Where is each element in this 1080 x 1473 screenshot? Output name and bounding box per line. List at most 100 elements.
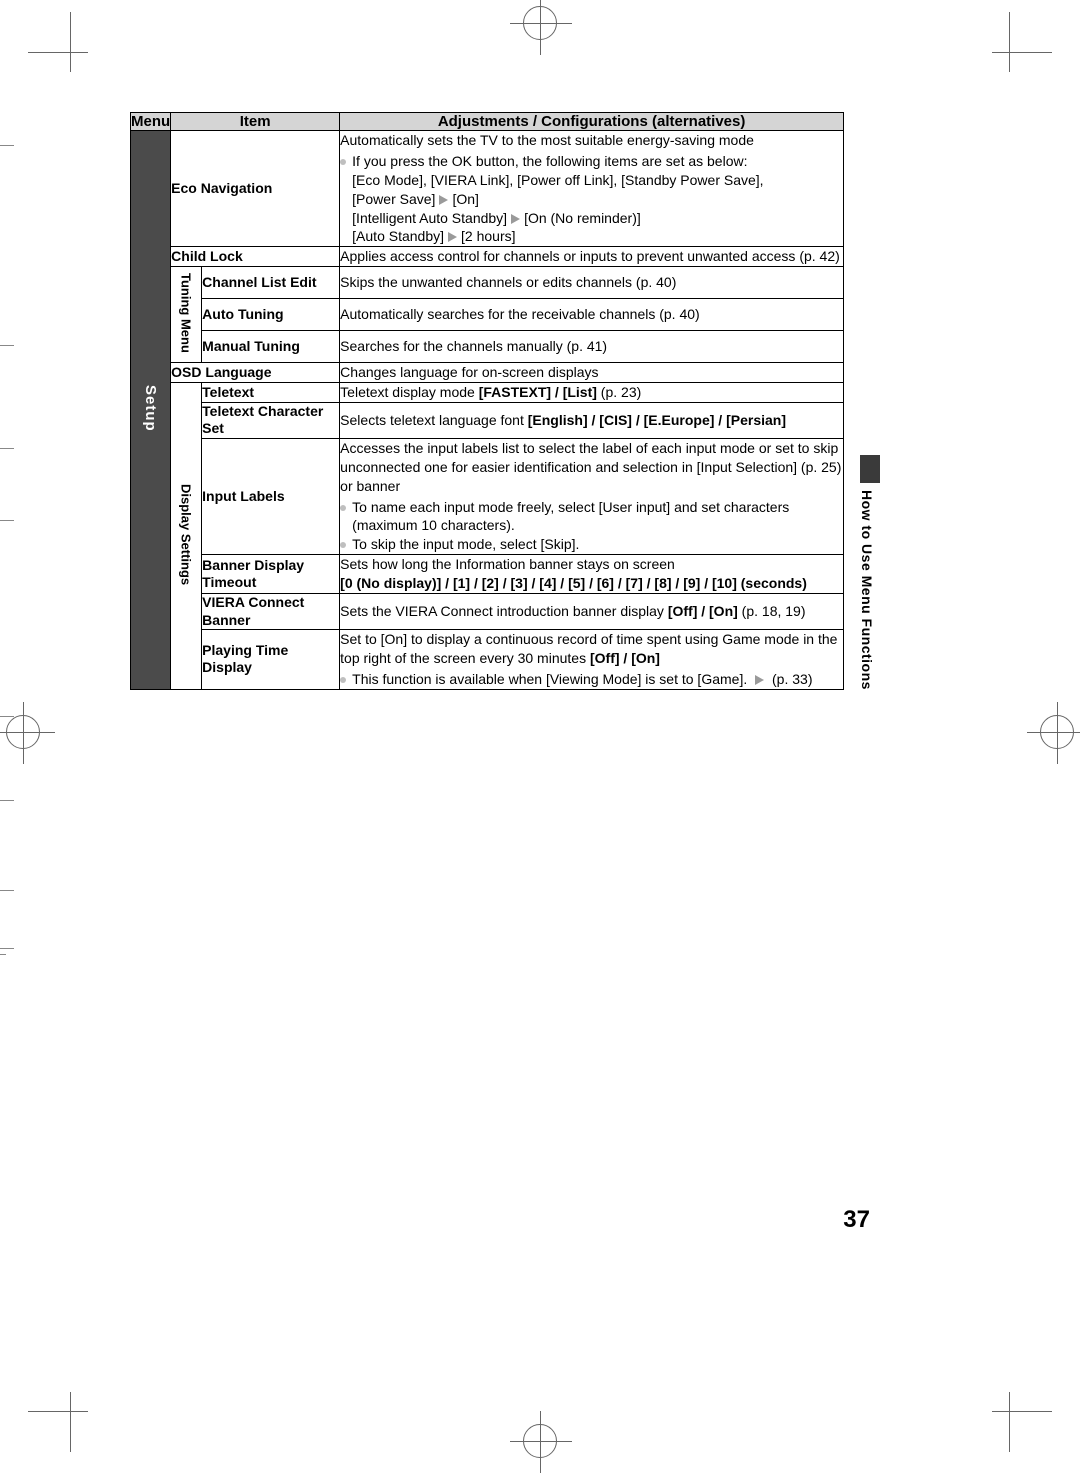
desc-auto-tuning: Automatically searches for the receivabl… [340, 299, 844, 331]
item-banner-timeout: Banner Display Timeout [202, 555, 340, 594]
crop-mark [70, 1392, 71, 1452]
table-row: Input Labels Accesses the input labels l… [131, 438, 844, 554]
item-child-lock: Child Lock [171, 247, 340, 267]
item-manual-tuning: Manual Tuning [202, 331, 340, 363]
crop-mark [28, 1411, 88, 1412]
table-row: Banner Display Timeout Sets how long the… [131, 555, 844, 594]
edge-tick [0, 520, 14, 521]
table-row: Child Lock Applies access control for ch… [131, 247, 844, 267]
text: This function is available when [Viewing… [352, 671, 751, 687]
text: Accesses the input labels list to select… [340, 440, 841, 494]
group-tuning-menu: Tuning Menu [171, 267, 202, 363]
edge-tick [0, 954, 6, 955]
menu-cell-setup: Setup [131, 131, 171, 690]
desc-banner-timeout: Sets how long the Information banner sta… [340, 555, 844, 594]
desc-teletext-charset: Selects teletext language font [English]… [340, 402, 844, 438]
text: (p. 18, 19) [738, 603, 806, 619]
content-area: Menu Item Adjustments / Configurations (… [130, 112, 844, 690]
text: Sets how long the Information banner sta… [340, 556, 675, 572]
edge-tick [0, 800, 14, 801]
item-viera-connect-banner: VIERA Connect Banner [202, 594, 340, 630]
desc-manual-tuning: Searches for the channels manually (p. 4… [340, 331, 844, 363]
crop-mark [992, 1411, 1052, 1412]
group-label: Display Settings [179, 478, 194, 591]
register-mark [1040, 715, 1074, 749]
settings-table: Menu Item Adjustments / Configurations (… [130, 112, 844, 690]
thumb-tab [860, 455, 880, 483]
bullet: This function is available when [Viewing… [340, 670, 843, 689]
crop-mark [70, 12, 71, 72]
desc-child-lock: Applies access control for channels or i… [340, 247, 844, 267]
bullet: To skip the input mode, select [Skip]. [340, 535, 843, 554]
col-header-menu: Menu [131, 113, 171, 131]
text: Sets the VIERA Connect introduction bann… [340, 603, 668, 619]
item-teletext: Teletext [202, 383, 340, 403]
table-row: VIERA Connect Banner Sets the VIERA Conn… [131, 594, 844, 630]
crop-mark [28, 52, 88, 53]
text: Set to [On] to display a continuous reco… [340, 631, 837, 666]
bold-options: [FASTEXT] / [List] [479, 384, 597, 400]
table-row: Playing Time Display Set to [On] to disp… [131, 630, 844, 690]
desc-eco-navigation: Automatically sets the TV to the most su… [340, 131, 844, 247]
table-row: Setup Eco Navigation Automatically sets … [131, 131, 844, 247]
item-osd-language: OSD Language [171, 363, 340, 383]
text: If you press the OK button, the followin… [352, 153, 747, 169]
text: Selects teletext language font [340, 412, 528, 428]
crop-mark [1009, 12, 1010, 72]
crop-mark [992, 52, 1052, 53]
desc-osd-language: Changes language for on-screen displays [340, 363, 844, 383]
register-mark [6, 715, 40, 749]
page-number: 37 [843, 1206, 870, 1234]
text: [On] [452, 191, 478, 207]
text: [Eco Mode], [VIERA Link], [Power off Lin… [352, 172, 763, 188]
edge-tick [0, 345, 14, 346]
arrow-icon [448, 232, 457, 242]
bold-options: [Off] / [On] [668, 603, 738, 619]
table-row: Auto Tuning Automatically searches for t… [131, 299, 844, 331]
item-auto-tuning: Auto Tuning [202, 299, 340, 331]
item-playing-time-display: Playing Time Display [202, 630, 340, 690]
arrow-icon [439, 195, 448, 205]
item-channel-list-edit: Channel List Edit [202, 267, 340, 299]
bullet: To name each input mode freely, select [… [340, 498, 843, 536]
section-side-label: How to Use Menu Functions [859, 490, 875, 690]
text: (p. 33) [768, 671, 812, 687]
crop-mark [1009, 1392, 1010, 1452]
edge-tick [0, 448, 14, 449]
col-header-adjust: Adjustments / Configurations (alternativ… [340, 113, 844, 131]
menu-label: Setup [142, 377, 159, 440]
arrow-icon [755, 675, 764, 685]
text: [2 hours] [461, 228, 515, 244]
bold-options: [Off] / [On] [590, 650, 660, 666]
item-teletext-charset: Teletext Character Set [202, 402, 340, 438]
group-display-settings: Display Settings [171, 383, 202, 690]
item-eco-navigation: Eco Navigation [171, 131, 340, 247]
bold-options: [0 (No display)] / [1] / [2] / [3] / [4]… [340, 575, 807, 591]
text: (p. 23) [597, 384, 641, 400]
edge-tick [0, 145, 14, 146]
register-mark [523, 6, 557, 40]
table-row: OSD Language Changes language for on-scr… [131, 363, 844, 383]
bullet: If you press the OK button, the followin… [340, 152, 843, 246]
text: Teletext display mode [340, 384, 479, 400]
group-label: Tuning Menu [179, 267, 194, 359]
arrow-icon [511, 214, 520, 224]
desc-channel-list-edit: Skips the unwanted channels or edits cha… [340, 267, 844, 299]
edge-tick [0, 948, 14, 949]
desc-viera-connect-banner: Sets the VIERA Connect introduction bann… [340, 594, 844, 630]
table-header-row: Menu Item Adjustments / Configurations (… [131, 113, 844, 131]
text: Automatically sets the TV to the most su… [340, 132, 754, 148]
edge-tick [0, 890, 14, 891]
desc-teletext: Teletext display mode [FASTEXT] / [List]… [340, 383, 844, 403]
item-input-labels: Input Labels [202, 438, 340, 554]
table-row: Display Settings Teletext Teletext displ… [131, 383, 844, 403]
edge-tick [0, 716, 14, 717]
col-header-item: Item [171, 113, 340, 131]
table-row: Teletext Character Set Selects teletext … [131, 402, 844, 438]
text: [On (No reminder)] [524, 210, 641, 226]
desc-input-labels: Accesses the input labels list to select… [340, 438, 844, 554]
bold-options: [English] / [CIS] / [E.Europe] / [Persia… [528, 412, 786, 428]
desc-playing-time-display: Set to [On] to display a continuous reco… [340, 630, 844, 690]
table-row: Tuning Menu Channel List Edit Skips the … [131, 267, 844, 299]
register-mark [523, 1424, 557, 1458]
